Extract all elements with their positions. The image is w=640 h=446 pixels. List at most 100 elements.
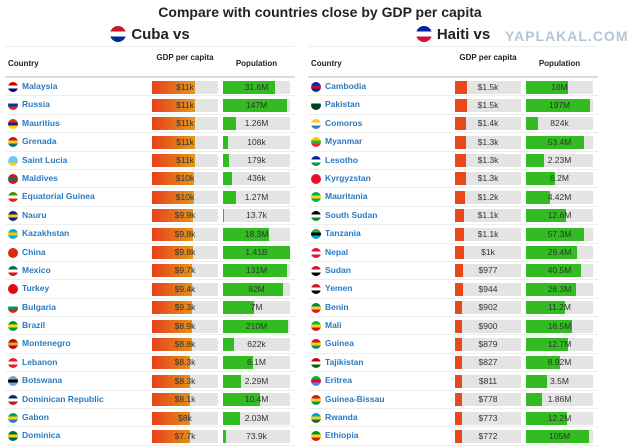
country-link[interactable]: Rwanda: [325, 412, 358, 423]
gdp-bar: $977: [455, 264, 521, 278]
country-link[interactable]: Turkey: [22, 283, 50, 294]
gdp-bar: $8.3k: [152, 356, 218, 370]
country-link[interactable]: Mauritius: [22, 117, 60, 128]
country-link[interactable]: Kazakhstan: [22, 228, 70, 239]
country-link[interactable]: China: [22, 246, 46, 257]
country-flag-icon: [8, 247, 18, 258]
country-flag-icon: [311, 284, 321, 295]
population-bar-fill: [223, 135, 228, 149]
country-link[interactable]: Maldives: [22, 172, 58, 183]
country-flag-icon: [8, 155, 18, 166]
country-link[interactable]: Grenada: [22, 136, 57, 147]
table-row: Maldives $10k 436k: [5, 170, 295, 189]
country-link[interactable]: Russia: [22, 99, 50, 110]
gdp-bar-fill: [152, 393, 191, 407]
population-bar: 436k: [223, 172, 290, 186]
country-link[interactable]: Mexico: [22, 264, 51, 275]
country-flag-icon: [311, 229, 321, 240]
population-value: 8.92M: [547, 357, 572, 368]
country-link[interactable]: Tanzania: [325, 228, 361, 239]
country-flag-icon: [311, 413, 321, 424]
country-link[interactable]: Kyrgyzstan: [325, 172, 371, 183]
country-link[interactable]: Ethiopia: [325, 430, 359, 441]
country-link[interactable]: Montenegro: [22, 338, 71, 349]
country-link[interactable]: Tajikistan: [325, 356, 364, 367]
cuba-comparison-table: Cuba vs Country GDP per capita Populatio…: [5, 22, 295, 446]
gdp-bar: $1.4k: [455, 117, 521, 131]
country-link[interactable]: Myanmar: [325, 136, 363, 147]
population-value: 6.1M: [247, 357, 266, 368]
country-link[interactable]: Pakistan: [325, 99, 360, 110]
table-row: Guinea-Bissau $778 1.86M: [308, 391, 598, 410]
table-row: Cambodia $1.5k 16M: [308, 78, 598, 97]
gdp-value: $8.1k: [174, 394, 196, 405]
table-row: Mali $900 18.5M: [308, 317, 598, 336]
country-link[interactable]: Equatorial Guinea: [22, 191, 95, 202]
population-bar-fill: [223, 356, 254, 370]
table-row: Equatorial Guinea $10k 1.27M: [5, 188, 295, 207]
table-row: Benin $902 11.2M: [308, 299, 598, 318]
table-row: South Sudan $1.1k 12.6M: [308, 207, 598, 226]
population-value: 1.86M: [547, 394, 572, 405]
country-link[interactable]: Dominica: [22, 430, 61, 441]
country-link[interactable]: Botswana: [22, 375, 63, 386]
population-bar-fill: [223, 172, 232, 186]
population-bar-fill: [526, 135, 585, 149]
gdp-value: $10k: [175, 191, 195, 202]
country-link[interactable]: Mauritania: [325, 191, 368, 202]
country-link[interactable]: Brazil: [22, 320, 46, 331]
population-bar-fill: [223, 429, 226, 443]
country-link[interactable]: Eritrea: [325, 375, 352, 386]
country-flag-icon: [8, 137, 18, 148]
country-flag-icon: [8, 394, 18, 405]
country-flag-icon: [311, 155, 321, 166]
country-link[interactable]: Nauru: [22, 209, 47, 220]
gdp-bar: $9.3k: [152, 301, 218, 315]
country-link[interactable]: Mali: [325, 320, 342, 331]
country-link[interactable]: Guinea: [325, 338, 354, 349]
country-link[interactable]: South Sudan: [325, 209, 378, 220]
gdp-value: $1.1k: [477, 210, 499, 221]
table-row: Dominican Republic $8.1k 10.4M: [5, 391, 295, 410]
country-link[interactable]: Yemen: [325, 283, 353, 294]
country-link[interactable]: Saint Lucia: [22, 154, 68, 165]
gdp-value: $1.5k: [477, 81, 499, 92]
population-value: 2.03M: [244, 412, 269, 423]
header-population: Population: [538, 59, 581, 68]
gdp-bar-fill: [455, 319, 463, 333]
country-link[interactable]: Bulgaria: [22, 301, 57, 312]
country-flag-icon: [8, 229, 18, 240]
gdp-bar: $827: [455, 356, 521, 370]
country-link[interactable]: Sudan: [325, 264, 351, 275]
country-link[interactable]: Lebanon: [22, 356, 58, 367]
country-link[interactable]: Cambodia: [325, 81, 367, 91]
population-value: 53.4M: [547, 136, 572, 147]
gdp-value: $1.3k: [477, 173, 499, 184]
gdp-bar-fill: [152, 117, 195, 131]
country-flag-icon: [8, 357, 18, 368]
gdp-value: $11k: [176, 81, 194, 92]
table-row: Ethiopia $772 105M: [308, 427, 598, 446]
gdp-bar: $902: [455, 301, 521, 315]
country-link[interactable]: Guinea-Bissau: [325, 393, 385, 404]
gdp-value: $811: [478, 375, 498, 386]
country-link[interactable]: Gabon: [22, 412, 49, 423]
country-link[interactable]: Dominican Republic: [22, 393, 104, 404]
country-link[interactable]: Comoros: [325, 117, 363, 128]
population-bar: 105M: [526, 429, 593, 443]
population-bar: 18.3M: [223, 227, 290, 241]
country-link[interactable]: Lesotho: [325, 154, 359, 165]
gdp-value: $772: [478, 430, 498, 441]
country-link[interactable]: Benin: [325, 301, 349, 312]
gdp-bar-fill: [152, 264, 193, 278]
panel-title: Haiti vs: [308, 22, 598, 46]
population-bar: 12.7M: [526, 337, 593, 351]
population-bar-fill: [223, 282, 284, 296]
population-bar: 12.6M: [526, 209, 593, 223]
country-flag-icon: [311, 173, 321, 184]
country-link[interactable]: Nepal: [325, 246, 349, 257]
gdp-bar-fill: [455, 135, 466, 149]
country-link[interactable]: Malaysia: [22, 81, 58, 91]
gdp-bar-fill: [152, 135, 195, 149]
population-value: 3.5M: [550, 375, 569, 386]
